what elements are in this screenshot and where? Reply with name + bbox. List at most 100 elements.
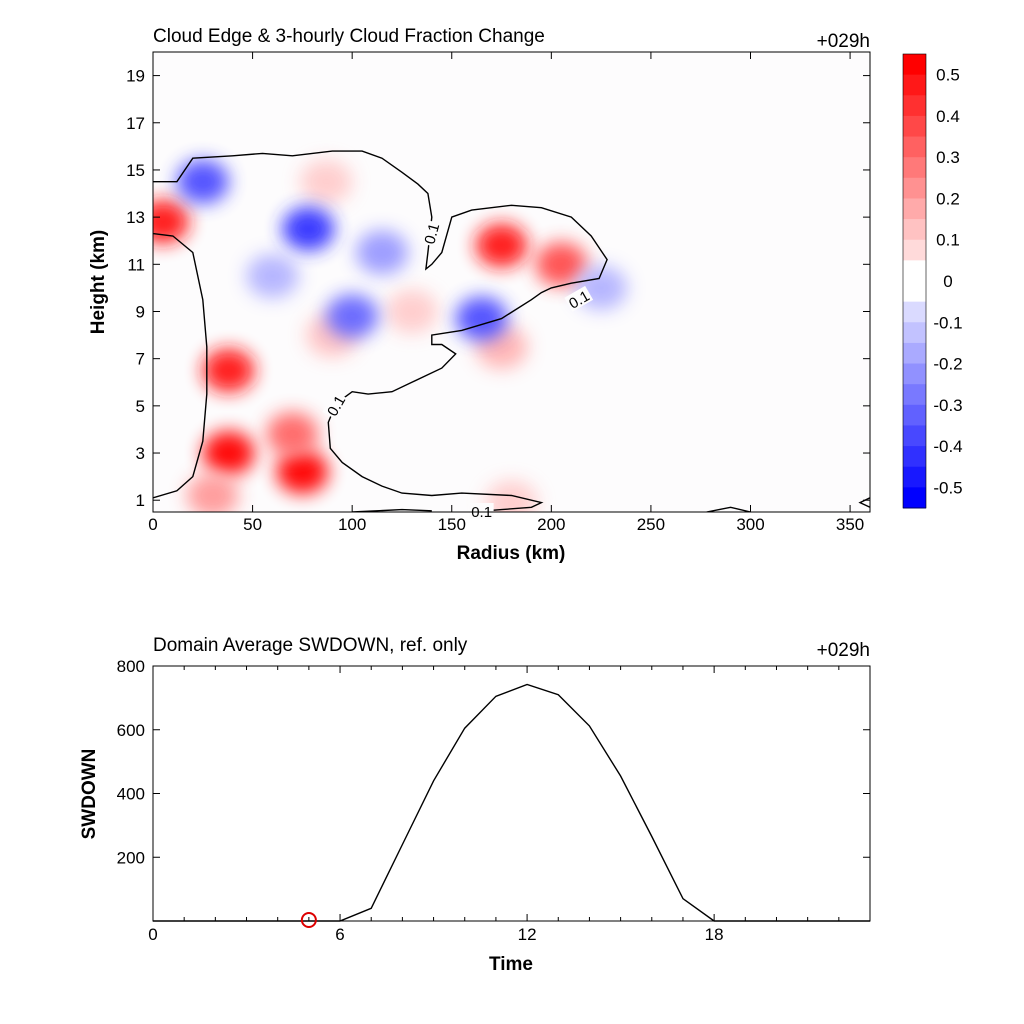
colorbar-band-11 xyxy=(903,281,926,303)
colorbar-band-17 xyxy=(903,404,926,426)
cloud-edge-contour-2 xyxy=(352,508,432,512)
heatmap-frame xyxy=(152,51,871,513)
contour-label-0: 0.1 xyxy=(421,221,443,246)
cloud-edge-contour-1 xyxy=(153,232,208,499)
cloud-edge-contour-0 xyxy=(153,150,608,512)
colorbar-band-20 xyxy=(903,466,926,488)
swdown-tick-label-2: 600 xyxy=(117,721,145,740)
line-plot-frame xyxy=(152,665,871,922)
colorbar-label-7: -0.2 xyxy=(933,355,962,374)
cloud-edge-contour-4 xyxy=(858,497,870,508)
cloud-increase-1 xyxy=(535,242,588,287)
y-tick-label-9: 19 xyxy=(126,67,145,86)
contour-label-bg-0 xyxy=(420,219,442,248)
colorbar: 0.5 0.4 0.3 0.2 0.1 0 -0.1 -0.2 -0.3 -0.4 -0.5 xyxy=(902,53,963,509)
cloud-increase-12 xyxy=(300,159,353,204)
colorbar-band-18 xyxy=(903,425,926,447)
y-tick-label-7: 15 xyxy=(126,161,145,180)
top-panel: Cloud Edge & 3-hourly Cloud Fraction Cha… xyxy=(88,26,963,564)
top-panel-title: Cloud Edge & 3-hourly Cloud Fraction Cha… xyxy=(153,26,545,47)
colorbar-label-6: -0.1 xyxy=(933,313,962,332)
cloud-decrease-15 xyxy=(326,294,379,339)
cloud-edge-contours xyxy=(153,150,870,512)
y-tick-label-5: 11 xyxy=(127,255,145,274)
y-tick-label-0: 1 xyxy=(136,491,145,510)
colorbar-band-3 xyxy=(903,115,926,138)
cloud-increase-3 xyxy=(202,348,255,393)
colorbar-band-7 xyxy=(903,198,926,220)
colorbar-band-6 xyxy=(903,177,926,199)
colorbar-band-14 xyxy=(903,342,926,365)
swdown-line xyxy=(153,683,870,922)
y-tick-label-2: 5 xyxy=(136,397,145,416)
colorbar-label-0: 0.5 xyxy=(936,66,960,85)
colorbar-band-10 xyxy=(903,260,926,282)
swdown-tick-label-0: 200 xyxy=(117,848,145,867)
x-tick-label-2: 100 xyxy=(338,515,366,534)
contour-label-bg-2 xyxy=(322,390,349,420)
contour-label-bg-3 xyxy=(469,503,494,519)
colorbar-band-13 xyxy=(903,322,926,344)
y-tick-label-1: 3 xyxy=(136,444,145,463)
swdown-tick-label-1: 400 xyxy=(117,785,145,804)
colorbar-label-4: 0.1 xyxy=(936,231,960,250)
time-tick-label-0: 0 xyxy=(148,925,157,944)
colorbar-band-0 xyxy=(903,54,926,76)
colorbar-label-8: -0.3 xyxy=(933,396,962,415)
cloud-increase-5 xyxy=(276,449,329,494)
colorbar-band-9 xyxy=(903,239,926,261)
x-tick-label-6: 300 xyxy=(736,515,764,534)
colorbar-band-2 xyxy=(903,95,926,117)
y-tick-label-4: 9 xyxy=(136,302,145,321)
x-tick-label-1: 50 xyxy=(243,515,262,534)
colorbar-band-15 xyxy=(903,363,926,385)
cloud-decrease-14 xyxy=(176,159,229,204)
cloud-decrease-13 xyxy=(282,206,335,251)
cloud-increase-4 xyxy=(202,431,255,476)
cloud-increase-6 xyxy=(266,412,319,457)
colorbar-band-21 xyxy=(903,487,926,509)
colorbar-label-1: 0.4 xyxy=(936,107,960,126)
y-tick-label-3: 7 xyxy=(136,350,145,369)
colorbar-label-9: -0.4 xyxy=(933,437,962,456)
colorbar-band-12 xyxy=(903,301,926,323)
cloud-increase-11 xyxy=(186,473,239,512)
colorbar-band-16 xyxy=(903,384,926,406)
contour-label-bg-1 xyxy=(564,285,594,312)
colorbar-label-5: 0 xyxy=(943,272,952,291)
swdown-tick-label-3: 800 xyxy=(117,657,145,676)
x-tick-label-5: 250 xyxy=(637,515,665,534)
heatmap-fields xyxy=(153,159,628,512)
line-y-axis-label: SWDOWN xyxy=(79,749,100,840)
cloud-increase-9 xyxy=(385,289,438,334)
x-tick-label-4: 200 xyxy=(537,515,565,534)
colorbar-label-10: -0.5 xyxy=(933,478,962,497)
time-tick-label-2: 12 xyxy=(518,925,537,944)
swdown-series xyxy=(153,683,870,928)
heatmap-y-axis-label: Height (km) xyxy=(88,230,109,335)
colorbar-label-3: 0.2 xyxy=(936,189,960,208)
cloud-increase-10 xyxy=(485,480,538,512)
x-tick-label-7: 350 xyxy=(836,515,864,534)
x-tick-label-3: 150 xyxy=(438,515,466,534)
cloud-edge-contour-3 xyxy=(706,506,751,512)
x-tick-label-0: 0 xyxy=(148,515,157,534)
cloud-increase-0 xyxy=(475,223,528,268)
top-panel-time: +029h xyxy=(817,31,870,52)
colorbar-band-4 xyxy=(903,136,926,158)
colorbar-label-2: 0.3 xyxy=(936,148,960,167)
cloud-decrease-19 xyxy=(246,254,299,299)
y-tick-label-6: 13 xyxy=(126,208,145,227)
colorbar-band-1 xyxy=(903,74,926,96)
bottom-panel: Domain Average SWDOWN, ref. only +029h 0… xyxy=(79,635,871,975)
bottom-panel-title: Domain Average SWDOWN, ref. only xyxy=(153,635,468,656)
time-tick-label-1: 6 xyxy=(335,925,344,944)
bottom-panel-time: +029h xyxy=(817,640,870,661)
line-x-axis: 0 6 12 18 xyxy=(148,666,871,944)
cloud-decrease-18 xyxy=(356,230,409,275)
heatmap-x-axis-label: Radius (km) xyxy=(457,543,566,564)
cloud-decrease-16 xyxy=(455,296,508,341)
colorbar-band-8 xyxy=(903,219,926,241)
